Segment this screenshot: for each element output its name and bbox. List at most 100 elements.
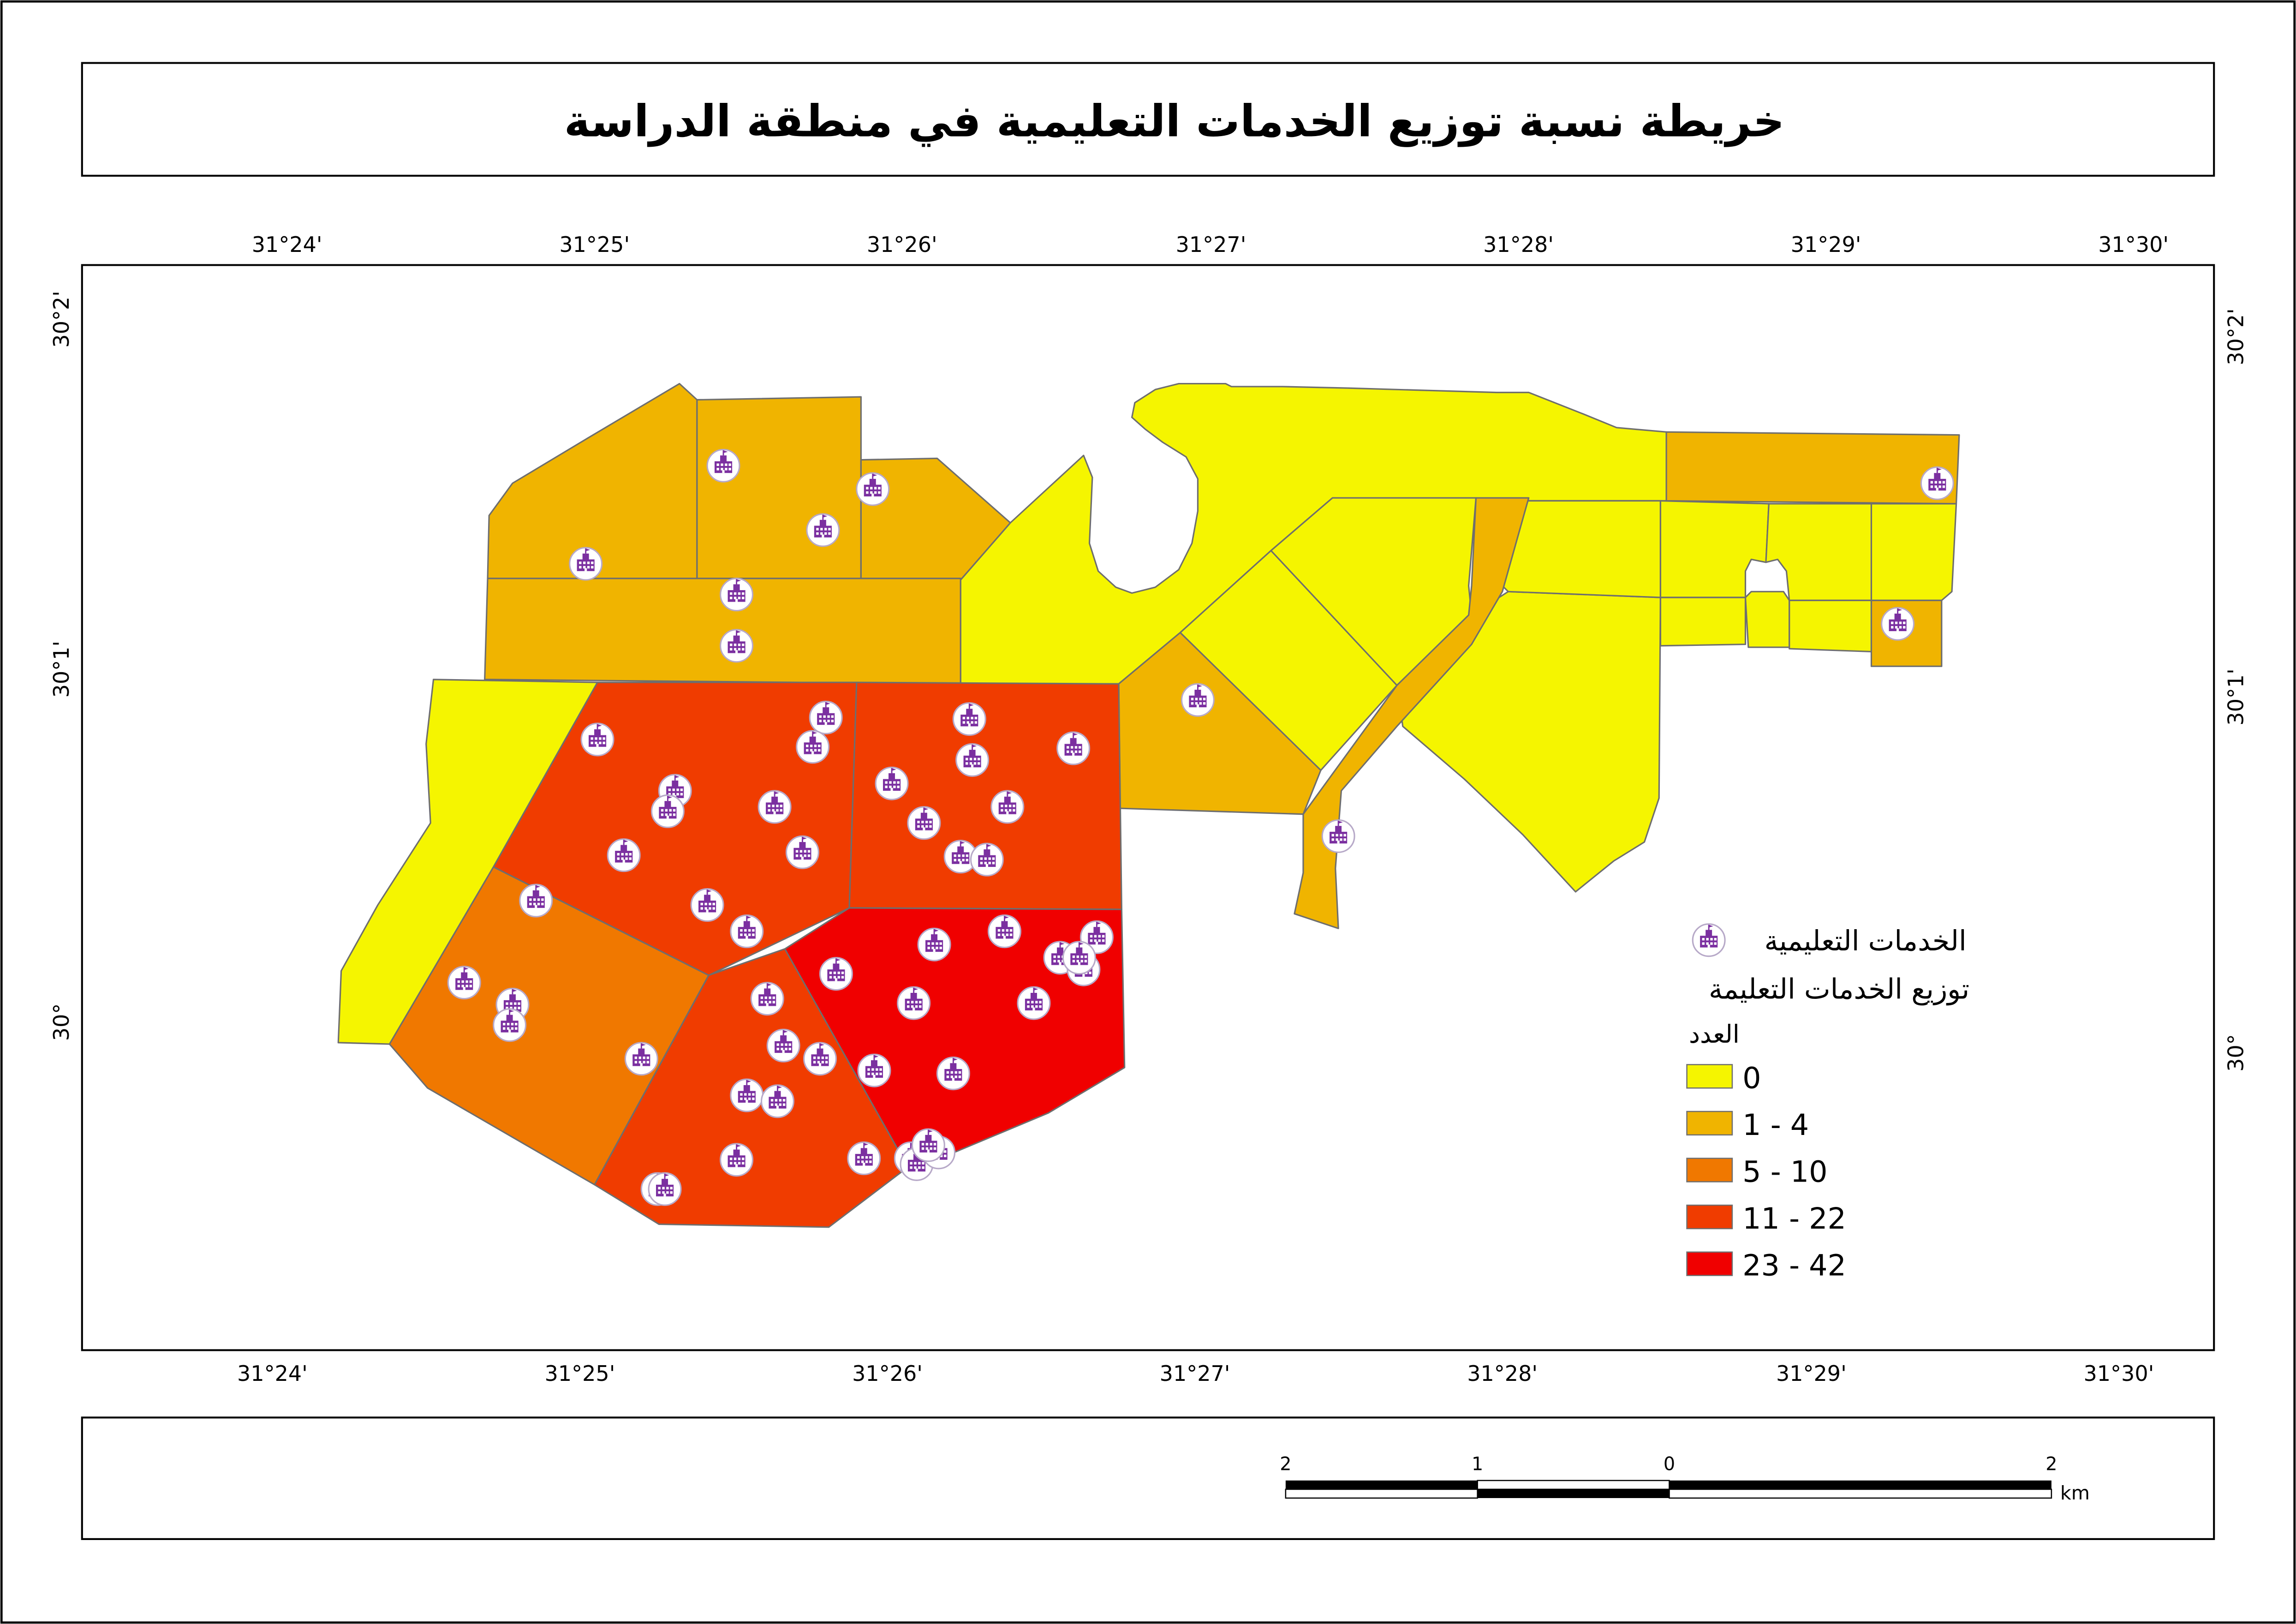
legend-field-label: العدد	[1689, 1020, 1740, 1049]
lat-label: 30°1'	[2224, 669, 2248, 726]
lat-label: 30°	[2224, 1034, 2248, 1072]
district-yellow-east-c	[1870, 503, 1957, 601]
legend-class-label: 0	[1742, 1061, 1761, 1095]
lat-label: 30°2'	[49, 291, 74, 348]
lon-label: 31°28'	[1483, 232, 1554, 257]
longitude-labels-bottom: 31°24' 31°25' 31°26' 31°27' 31°28' 31°29…	[237, 1361, 2154, 1386]
lon-label: 31°24'	[237, 1361, 308, 1386]
school-point-icon	[806, 513, 840, 547]
school-point-icon	[875, 766, 909, 800]
lon-label: 31°27'	[1160, 1361, 1230, 1386]
school-point-icon	[819, 957, 853, 991]
legend-points-label: الخدمات التعليمية	[1765, 925, 1967, 957]
school-point-icon	[936, 1057, 970, 1091]
latitude-labels-right: 30°2' 30°1' 30°	[2224, 308, 2248, 1072]
scale-label: 0	[1664, 1454, 1675, 1475]
district-red-orange-west	[493, 681, 858, 976]
school-point-icon	[720, 629, 754, 663]
school-point-icon	[857, 1053, 891, 1087]
scale-segment	[1477, 1489, 1670, 1499]
scale-segment	[1285, 1488, 1478, 1499]
lon-label: 31°26'	[867, 232, 937, 257]
school-point-icon	[580, 722, 614, 757]
lon-label: 31°24'	[252, 232, 322, 257]
school-point-icon	[766, 1028, 800, 1063]
legend: الخدمات التعليمية توزيع الخدمات التعليمة…	[1686, 923, 1969, 1283]
scale-segment	[1477, 1480, 1670, 1490]
district-yellow-east-e	[1744, 591, 1790, 648]
school-point-icon	[1181, 683, 1215, 717]
school-point-icon	[955, 743, 990, 777]
school-point-icon	[706, 448, 740, 483]
school-point-icon	[809, 700, 843, 734]
scale-label: 2	[2046, 1454, 2057, 1475]
latitude-labels-left: 30°2' 30°1' 30°	[49, 291, 74, 1041]
district-yellow-east-d	[1659, 597, 1747, 647]
legend-school-icon	[1692, 923, 1726, 957]
school-point-icon	[1062, 941, 1096, 975]
district-yellow-east-f	[1789, 599, 1873, 653]
scale-unit: km	[2060, 1482, 2090, 1504]
school-point-icon	[720, 1143, 754, 1177]
school-point-icon	[796, 730, 830, 764]
legend-layer-title: توزيع الخدمات التعليمة	[1709, 973, 1969, 1006]
district-light-orange-east-top	[1665, 431, 1960, 505]
school-point-icon	[987, 914, 1021, 949]
school-point-icon	[760, 1084, 794, 1118]
school-point-icon	[447, 966, 481, 1000]
lat-label: 30°2'	[2224, 308, 2248, 365]
school-point-icon	[720, 578, 754, 612]
scale-label: 2	[1280, 1454, 1291, 1475]
scale-label: 1	[1472, 1454, 1483, 1475]
school-point-icon	[690, 888, 724, 922]
school-point-icon	[911, 1128, 945, 1162]
school-point-icon	[803, 1042, 837, 1076]
lon-label: 31°27'	[1176, 232, 1246, 257]
map-title: خريطة نسبة توزيع الخدمات التعليمية في من…	[564, 96, 1785, 147]
lon-label: 31°30'	[2098, 232, 2169, 257]
legend-swatch-2	[1686, 1158, 1733, 1182]
legend-swatch-0	[1686, 1064, 1733, 1089]
lon-label: 31°28'	[1467, 1361, 1538, 1386]
lon-label: 31°29'	[1776, 1361, 1847, 1386]
school-point-icon	[519, 884, 553, 918]
legend-class-label: 1 - 4	[1742, 1108, 1809, 1142]
scale-segment	[1669, 1480, 2051, 1489]
district-light-orange-nw-b	[696, 396, 862, 582]
school-point-icon	[917, 927, 951, 961]
school-point-icon	[847, 1141, 881, 1176]
longitude-labels-top: 31°24' 31°25' 31°26' 31°27' 31°28' 31°29…	[252, 232, 2169, 257]
legend-class-label: 11 - 22	[1742, 1201, 1846, 1236]
school-point-icon	[493, 1008, 527, 1042]
school-point-icon	[907, 806, 941, 840]
school-point-icon	[1920, 466, 1954, 500]
lat-label: 30°	[49, 1003, 74, 1041]
lat-label: 30°1'	[49, 641, 74, 698]
district-yellow-east-north	[1502, 500, 1661, 598]
lon-label: 31°25'	[545, 1361, 615, 1386]
lon-label: 31°29'	[1791, 232, 1861, 257]
scale-box	[81, 1416, 2215, 1540]
legend-classes: 0 1 - 4 5 - 10 11 - 22 23 - 42	[1686, 1061, 1846, 1283]
scale-bar: 2 1 0 2 km	[1280, 1454, 2090, 1504]
district-light-orange-nw-c	[860, 457, 1011, 582]
school-point-icon	[970, 842, 1004, 877]
school-point-icon	[1056, 731, 1091, 765]
school-point-icon	[650, 794, 685, 828]
school-point-icon	[1321, 819, 1355, 853]
legend-swatch-4	[1686, 1251, 1733, 1276]
school-point-icon	[1017, 986, 1051, 1020]
school-point-icon	[624, 1042, 658, 1076]
lon-label: 31°25'	[559, 232, 630, 257]
school-point-icon	[730, 914, 764, 949]
legend-class-label: 5 - 10	[1742, 1154, 1827, 1188]
school-point-icon	[856, 472, 890, 506]
legend-class-label: 23 - 42	[1742, 1248, 1846, 1283]
school-point-icon	[757, 790, 792, 824]
scale-segment	[1285, 1480, 1478, 1489]
school-point-icon	[607, 838, 641, 872]
districts-layer	[337, 383, 1960, 1228]
school-point-icon	[952, 702, 986, 736]
